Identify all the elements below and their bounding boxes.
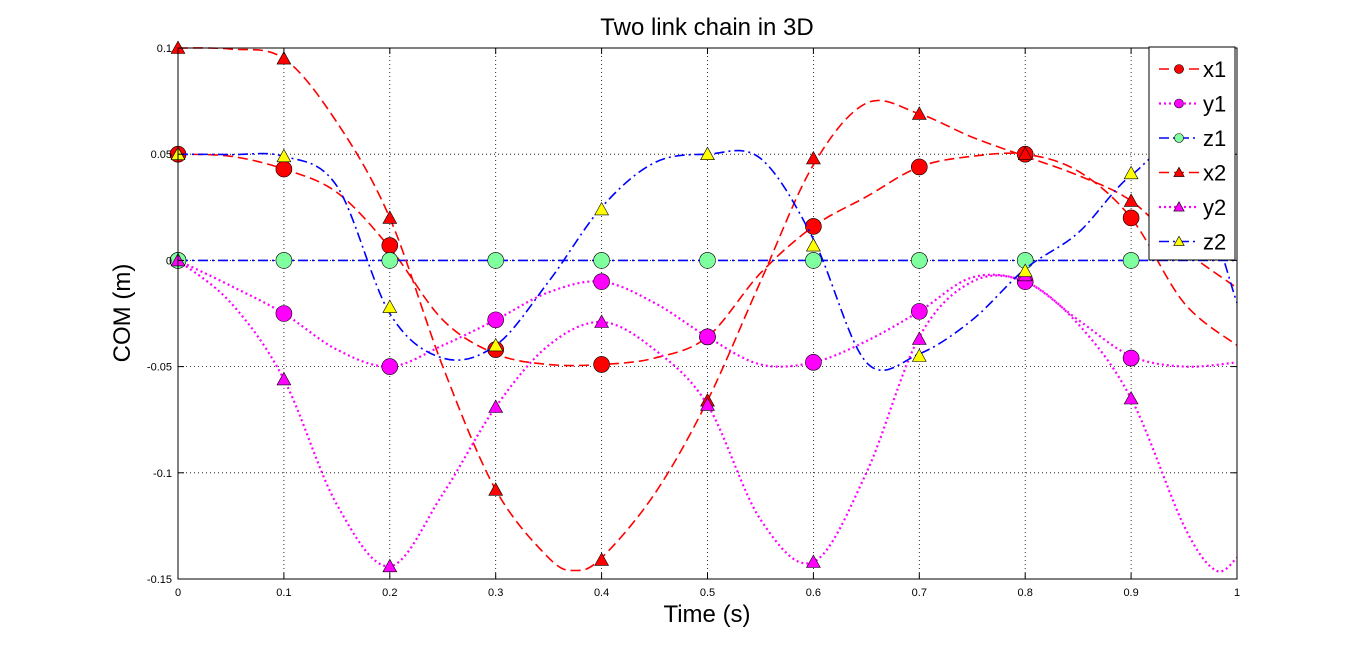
legend-label-y1: y1	[1203, 92, 1226, 117]
data-point-x1	[593, 356, 610, 373]
data-point-x2	[382, 210, 398, 224]
series-line-z2	[177, 146, 1238, 372]
legend-entry-y1: y1	[1159, 92, 1226, 117]
legend-entry-y2: y2	[1159, 195, 1226, 220]
legend-label-z2: z2	[1203, 230, 1226, 255]
legend-label-x1: x1	[1203, 57, 1226, 82]
data-point-z2	[1017, 263, 1033, 277]
legend-label-x2: x2	[1203, 161, 1226, 186]
data-point-x2	[1123, 193, 1139, 207]
data-point-x1	[381, 237, 399, 254]
data-point-y2	[805, 554, 821, 568]
data-point-y2	[276, 371, 292, 386]
data-point-z2	[382, 299, 398, 313]
data-point-z1	[805, 252, 822, 269]
data-point-x2	[805, 150, 821, 165]
data-point-z1	[593, 252, 610, 269]
data-point-x2	[488, 482, 504, 496]
data-point-z1	[910, 252, 928, 269]
data-point-z1	[275, 252, 293, 269]
x-tick-label: 0.7	[912, 587, 927, 599]
data-point-x2	[276, 51, 292, 65]
axis-ticks: 0 0.1 0.2 0.3 0.4 0.5 0.6 0.7 0.8 0.9 1 -0.15 -0.1 -0…	[147, 43, 1240, 599]
x-tick-label: 1	[1234, 587, 1240, 599]
y-tick-label: -0.05	[147, 362, 172, 374]
data-point-y2	[594, 314, 610, 328]
y-tick-label: -0.1	[153, 468, 172, 480]
legend-marker-y1	[1174, 98, 1184, 109]
legend-entry-x2: x2	[1159, 161, 1226, 186]
legend-box	[1148, 46, 1236, 261]
data-point-z2	[276, 148, 292, 163]
data-point-z2	[488, 337, 504, 352]
chart-title: Two link chain in 3D	[600, 14, 813, 41]
legend-label-y2: y2	[1203, 195, 1226, 220]
x-tick-label: 0.2	[382, 587, 397, 599]
legend-marker-y2	[1173, 201, 1185, 212]
legend-label-z1: z1	[1203, 126, 1226, 151]
data-point-y1	[381, 358, 399, 375]
legend-entry-z1: z1	[1159, 126, 1226, 151]
data-point-y2	[1123, 390, 1139, 405]
data-point-x1	[805, 218, 822, 235]
data-point-z1	[487, 252, 505, 269]
series-line-y2	[177, 259, 1238, 573]
data-point-y2	[700, 397, 715, 411]
legend: x1 y1 z1 x2 y2 z2	[1148, 46, 1236, 261]
data-point-z2	[805, 237, 821, 252]
x-tick-label: 0.5	[700, 587, 715, 599]
data-point-y1	[275, 305, 293, 322]
x-tick-label: 0.6	[806, 587, 821, 599]
data-point-z2	[1123, 165, 1139, 180]
legend-marker-x2	[1173, 166, 1185, 177]
series-y2	[170, 252, 1238, 573]
data-point-x2	[1017, 146, 1033, 160]
legend-marker-z2	[1173, 235, 1185, 246]
data-point-y1	[805, 354, 822, 371]
data-point-y1	[910, 303, 928, 320]
data-point-y2	[382, 558, 398, 573]
x-tick-label: 0	[175, 587, 181, 599]
x-tick-label: 0.4	[594, 587, 609, 599]
data-point-y2	[911, 331, 927, 345]
series-x2	[170, 40, 1238, 572]
y-tick-label: 0.05	[151, 149, 172, 161]
legend-marker-z1	[1174, 133, 1184, 143]
data-point-y2	[488, 399, 504, 413]
data-point-z1	[381, 252, 399, 269]
y-axis-title: COM (m)	[109, 264, 136, 363]
x-axis-title: Time (s)	[663, 601, 750, 628]
data-point-y1	[1122, 349, 1140, 367]
data-point-y1	[487, 311, 505, 329]
legend-entry-x1: x1	[1159, 57, 1226, 82]
data-point-x1	[910, 158, 928, 176]
y-tick-label: 0.1	[157, 43, 172, 55]
data-point-x2	[594, 552, 610, 566]
data-point-x1	[275, 160, 293, 178]
data-point-y1	[699, 328, 716, 346]
y-tick-label: -0.15	[147, 574, 172, 586]
data-point-z1	[1122, 252, 1140, 269]
grid-lines	[178, 48, 1237, 579]
x-tick-label: 0.9	[1123, 587, 1138, 599]
data-point-y1	[593, 273, 610, 290]
data-point-z2	[594, 201, 610, 216]
plot-area	[178, 48, 1237, 579]
data-point-x1	[1122, 209, 1140, 227]
data-point-z2	[700, 146, 715, 160]
series-line-x1	[177, 152, 1238, 367]
series-z1	[169, 252, 1237, 269]
x-tick-label: 0.1	[276, 587, 291, 599]
x-tick-label: 0.8	[1018, 587, 1033, 599]
legend-marker-x1	[1174, 64, 1184, 74]
legend-entry-z2: z2	[1159, 230, 1226, 255]
data-point-z1	[699, 252, 716, 269]
data-point-x2	[911, 106, 927, 120]
y-tick-label: 0	[166, 255, 172, 267]
x-tick-label: 0.3	[488, 587, 503, 599]
data-point-z2	[911, 348, 927, 362]
